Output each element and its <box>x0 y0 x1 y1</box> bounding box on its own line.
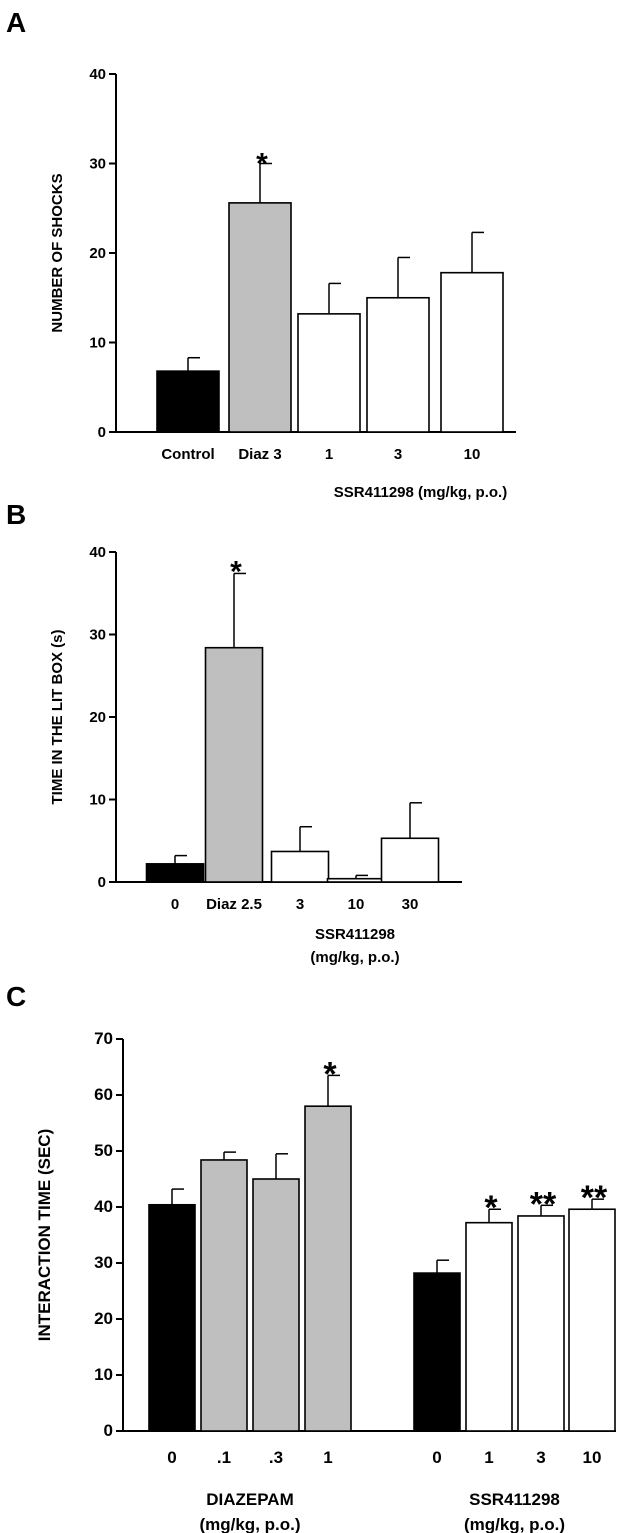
y-tick-label: 30 <box>89 156 106 173</box>
bar <box>148 1203 196 1432</box>
y-axis-label: NUMBER OF SHOCKS <box>49 173 66 332</box>
x-tick-label: 1 <box>484 1448 493 1467</box>
significance-marker: * <box>323 1055 337 1093</box>
bar <box>252 1178 300 1432</box>
y-tick-label: 50 <box>94 1141 113 1160</box>
x-tick-label: 0 <box>171 896 179 913</box>
x-tick-label: .1 <box>217 1448 231 1467</box>
bar <box>465 1221 513 1432</box>
x-tick-label: Diaz 2.5 <box>206 896 262 913</box>
y-tick-label: 40 <box>89 66 106 83</box>
bar <box>156 370 220 433</box>
significance-marker: ** <box>581 1179 608 1217</box>
panel-label-b: B <box>6 499 26 530</box>
bar <box>366 296 430 433</box>
y-tick-label: 20 <box>94 1309 113 1328</box>
x-tick-label: 1 <box>325 446 333 463</box>
bar <box>200 1159 248 1432</box>
x-tick-label: 3 <box>296 896 304 913</box>
bar <box>304 1105 352 1432</box>
y-tick-label: 60 <box>94 1085 113 1104</box>
group-label: DIAZEPAM <box>206 1490 294 1509</box>
y-tick-label: 30 <box>94 1253 113 1272</box>
group-label: SSR411298 <box>469 1490 560 1509</box>
y-axis-label: INTERACTION TIME (SEC) <box>35 1129 54 1342</box>
significance-marker: * <box>256 148 268 181</box>
significance-marker: * <box>230 555 242 588</box>
y-tick-label: 0 <box>98 874 106 891</box>
bar <box>270 850 330 883</box>
significance-marker: * <box>484 1189 498 1227</box>
x-tick-label: 0 <box>167 1448 176 1467</box>
y-tick-label: 10 <box>94 1365 113 1384</box>
bar <box>326 877 386 883</box>
y-tick-label: 20 <box>89 245 106 262</box>
y-axis-label: TIME IN THE LIT BOX (s) <box>49 629 66 804</box>
y-tick-label: 20 <box>89 709 106 726</box>
y-tick-label: 10 <box>89 792 106 809</box>
y-tick-label: 0 <box>98 424 106 441</box>
bar <box>228 202 292 433</box>
bar <box>517 1215 565 1432</box>
x-tick-label: Control <box>161 446 214 463</box>
bar <box>204 646 264 883</box>
y-tick-label: 70 <box>94 1029 113 1048</box>
x-tick-label: 0 <box>432 1448 441 1467</box>
bar <box>145 863 205 883</box>
bar <box>297 313 361 433</box>
bar <box>568 1208 616 1432</box>
x-tick-label: 3 <box>536 1448 545 1467</box>
significance-marker: ** <box>530 1185 557 1223</box>
x-tick-label: Diaz 3 <box>238 446 281 463</box>
group-label: (mg/kg, p.o.) <box>310 949 399 966</box>
group-label: (mg/kg, p.o.) <box>464 1515 565 1533</box>
x-tick-label: 10 <box>348 896 365 913</box>
x-tick-label: 10 <box>464 446 481 463</box>
bar <box>380 837 440 883</box>
chart-panel-b: 0 10 20 30 40 TIME IN THE LIT BOX (s) 0 * Diaz 2… <box>49 544 462 966</box>
y-tick-label: 40 <box>94 1197 113 1216</box>
x-tick-label: 3 <box>394 446 402 463</box>
x-tick-label: 10 <box>583 1448 602 1467</box>
bar <box>440 271 504 433</box>
x-tick-label: 30 <box>402 896 419 913</box>
bar <box>413 1272 461 1432</box>
panel-label-a: A <box>6 7 26 38</box>
chart-panel-a: 0 10 20 30 40 NUMBER OF SHOCKS Control * Diaz 3 1… <box>49 66 516 501</box>
group-label: SSR411298 (mg/kg, p.o.) <box>334 484 507 501</box>
x-tick-label: 1 <box>323 1448 332 1467</box>
group-label: SSR411298 <box>315 926 395 943</box>
group-label: (mg/kg, p.o.) <box>199 1515 300 1533</box>
panel-label-c: C <box>6 981 26 1012</box>
y-tick-label: 30 <box>89 627 106 644</box>
x-tick-label: .3 <box>269 1448 283 1467</box>
y-tick-label: 0 <box>104 1421 113 1440</box>
y-tick-label: 10 <box>89 335 106 352</box>
y-tick-label: 40 <box>89 544 106 561</box>
